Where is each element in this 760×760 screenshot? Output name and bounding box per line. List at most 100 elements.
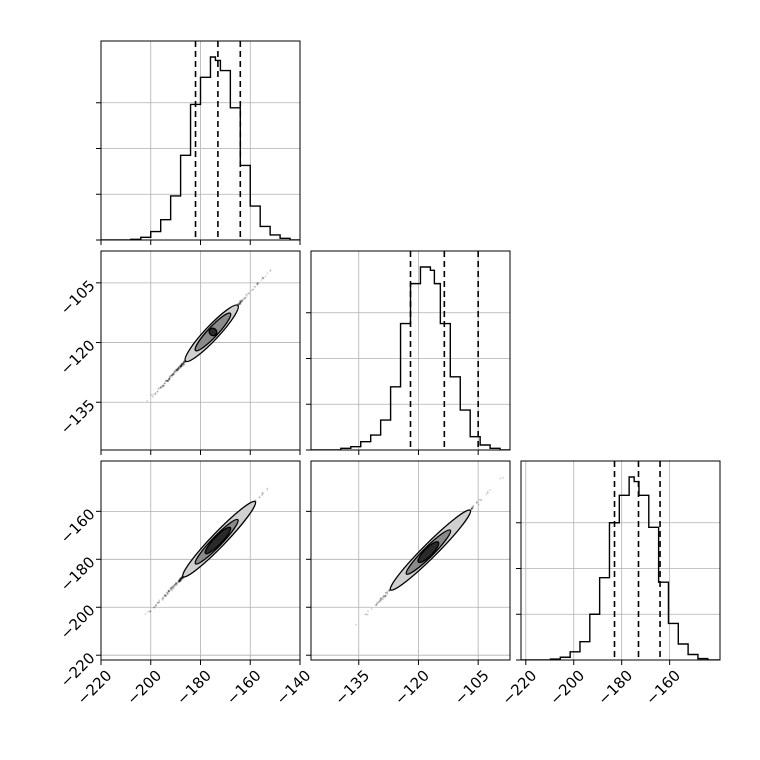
scatter-point: [169, 376, 171, 379]
scatter-point: [182, 362, 184, 365]
scatter-point: [161, 386, 164, 388]
x-tick-label: −180: [594, 667, 636, 709]
scatter-point: [240, 300, 243, 303]
scatter-point: [180, 365, 183, 367]
scatter-point: [175, 369, 178, 371]
scatter-point: [178, 581, 181, 583]
scatter-point: [386, 592, 389, 594]
scatter-point: [256, 282, 258, 285]
scatter-point: [178, 579, 181, 581]
scatter-point: [382, 594, 385, 597]
y-tick-label: −135: [57, 396, 99, 438]
scatter-point: [386, 591, 388, 594]
scatter-point: [156, 390, 159, 393]
scatter-point: [172, 372, 175, 375]
scatter-point: [376, 602, 378, 605]
scatter-point: [384, 595, 387, 597]
scatter-point: [175, 582, 178, 585]
panel-2-1: −135 −120 −105: [306, 460, 511, 708]
scatter-point: [175, 368, 178, 371]
scatter-point: [471, 506, 474, 508]
panel-2-2: −220 −200 −180 −160: [498, 460, 721, 709]
x-tick-label: −140: [273, 667, 315, 709]
scatter-point: [377, 601, 380, 603]
scatter-point: [161, 597, 164, 600]
scatter-point: [181, 364, 183, 367]
scatter-point: [157, 602, 160, 604]
scatter-point: [155, 604, 157, 607]
scatter-point: [179, 580, 182, 582]
scatter-point: [166, 380, 169, 382]
scatter-point: [180, 577, 183, 579]
scatter-point: [176, 582, 178, 585]
panel-frame: [100, 40, 301, 241]
scatter-point: [382, 598, 384, 601]
scatter-point: [182, 362, 185, 364]
scatter-point: [177, 579, 180, 582]
scatter-point: [171, 374, 173, 377]
scatter-point: [181, 363, 184, 366]
scatter-point: [172, 374, 174, 376]
scatter-point: [179, 579, 181, 582]
panel-frame: [520, 460, 721, 661]
scatter-point: [178, 579, 181, 582]
scatter-point: [179, 365, 182, 368]
scatter-point: [174, 369, 177, 372]
scatter-point: [178, 367, 180, 369]
scatter-point: [269, 269, 272, 272]
y-tick-label: −105: [57, 277, 99, 319]
scatter-point: [379, 599, 382, 602]
scatter-point: [486, 491, 489, 494]
scatter-point: [379, 598, 382, 600]
scatter-point: [182, 363, 185, 366]
scatter-point: [477, 503, 480, 506]
scatter-point: [367, 610, 369, 613]
scatter-point: [241, 300, 243, 302]
scatter-point: [381, 596, 384, 599]
scatter-point: [239, 302, 242, 305]
scatter-point: [183, 361, 186, 364]
scatter-point: [158, 599, 161, 602]
scatter-point: [239, 300, 241, 303]
scatter-point: [262, 277, 264, 280]
scatter-point: [176, 370, 179, 372]
scatter-point: [176, 369, 179, 372]
scatter-point: [387, 590, 390, 593]
scatter-point: [257, 282, 260, 285]
scatter-point: [173, 373, 175, 376]
scatter-point: [176, 367, 179, 370]
scatter-point: [167, 378, 170, 380]
scatter-point: [499, 477, 502, 480]
scatter-point: [168, 377, 171, 380]
scatter-point: [178, 579, 181, 582]
scatter-point: [158, 601, 161, 603]
scatter-point: [375, 604, 377, 607]
scatter-point: [179, 580, 181, 583]
scatter-point: [155, 603, 158, 606]
scatter-point: [180, 577, 183, 579]
scatter-point: [168, 590, 170, 592]
scatter-point: [264, 275, 267, 278]
scatter-point: [179, 365, 182, 368]
scatter-point: [383, 595, 385, 598]
scatter-point: [167, 590, 170, 592]
scatter-point: [177, 368, 180, 371]
scatter-point: [239, 299, 242, 302]
scatter-point: [470, 508, 473, 510]
scatter-point: [238, 303, 241, 305]
scatter-point: [180, 363, 183, 366]
scatter-point: [476, 501, 478, 503]
scatter-point: [177, 581, 180, 583]
scatter-point: [181, 362, 184, 365]
x-tick-label: −160: [223, 667, 265, 709]
scatter-point: [164, 382, 166, 385]
scatter-point: [163, 595, 166, 597]
scatter-point: [174, 371, 177, 374]
scatter-point: [162, 597, 165, 600]
scatter-point: [384, 594, 387, 597]
scatter-point: [239, 303, 242, 305]
scatter-point: [166, 379, 169, 382]
scatter-point: [164, 380, 167, 383]
scatter-point: [485, 493, 488, 496]
